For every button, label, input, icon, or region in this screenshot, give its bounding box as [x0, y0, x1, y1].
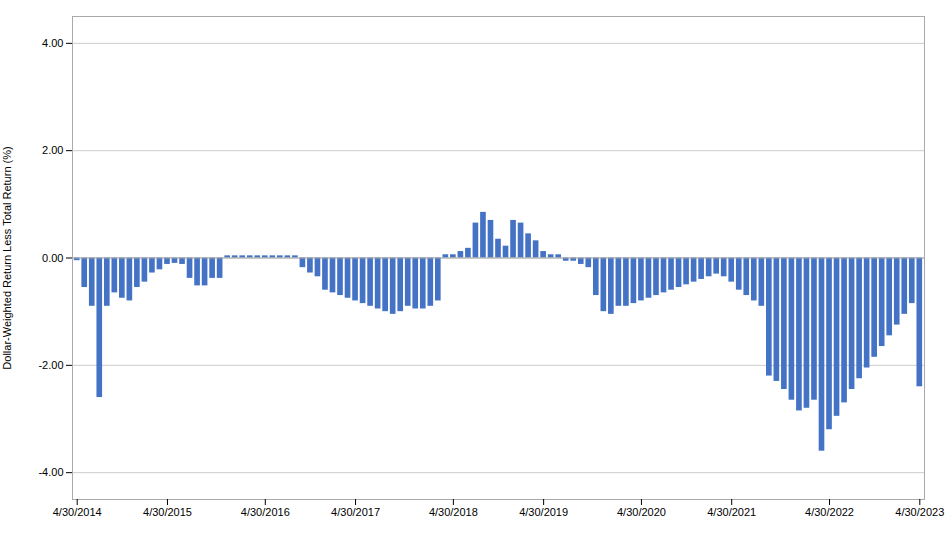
svg-text:4/30/2023: 4/30/2023 [895, 506, 944, 518]
svg-text:-4.00: -4.00 [38, 466, 63, 478]
svg-text:4.00: 4.00 [42, 37, 63, 49]
svg-text:4/30/2017: 4/30/2017 [331, 506, 380, 518]
svg-text:4/30/2022: 4/30/2022 [805, 506, 854, 518]
svg-text:-2.00: -2.00 [38, 359, 63, 371]
svg-text:4/30/2019: 4/30/2019 [519, 506, 568, 518]
svg-text:4/30/2018: 4/30/2018 [429, 506, 478, 518]
svg-text:4/30/2014: 4/30/2014 [53, 506, 102, 518]
svg-text:2.00: 2.00 [42, 144, 63, 156]
svg-text:4/30/2021: 4/30/2021 [707, 506, 756, 518]
svg-text:Dollar-Weighted Return Less To: Dollar-Weighted Return Less Total Return… [1, 146, 13, 369]
svg-text:0.00: 0.00 [42, 252, 63, 264]
svg-text:4/30/2020: 4/30/2020 [617, 506, 666, 518]
svg-text:4/30/2015: 4/30/2015 [143, 506, 192, 518]
svg-text:4/30/2016: 4/30/2016 [241, 506, 290, 518]
